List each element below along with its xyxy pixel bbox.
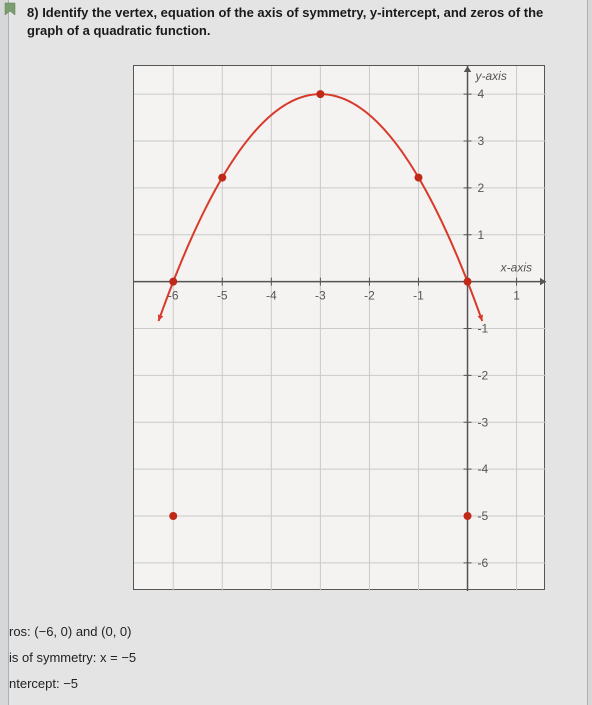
svg-text:2: 2: [478, 181, 485, 195]
svg-text:-5: -5: [217, 289, 228, 303]
svg-text:-4: -4: [478, 462, 489, 476]
question-number: 8): [27, 5, 39, 20]
bookmark-icon: [3, 2, 17, 16]
svg-text:-2: -2: [364, 289, 375, 303]
quadratic-graph: -6-5-4-3-2-11-6-5-4-3-2-11234x-axisy-axi…: [134, 66, 546, 591]
answer-zeros: ros: (−6, 0) and (0, 0): [9, 620, 136, 644]
svg-text:1: 1: [513, 289, 520, 303]
svg-text:1: 1: [478, 228, 485, 242]
svg-text:-2: -2: [478, 368, 489, 382]
svg-text:x-axis: x-axis: [500, 261, 532, 275]
page: 8) Identify the vertex, equation of the …: [8, 0, 588, 705]
svg-text:-3: -3: [315, 289, 326, 303]
svg-text:3: 3: [478, 134, 485, 148]
question-text: 8) Identify the vertex, equation of the …: [27, 4, 577, 40]
svg-text:y-axis: y-axis: [475, 69, 507, 83]
question-body: Identify the vertex, equation of the axi…: [27, 5, 543, 38]
svg-text:4: 4: [478, 87, 485, 101]
svg-text:-5: -5: [478, 509, 489, 523]
graph-panel: -6-5-4-3-2-11-6-5-4-3-2-11234x-axisy-axi…: [133, 65, 545, 590]
svg-text:-1: -1: [413, 289, 424, 303]
svg-text:-4: -4: [266, 289, 277, 303]
answer-axis-symmetry: is of symmetry: x = −5: [9, 646, 136, 670]
svg-text:-3: -3: [478, 415, 489, 429]
svg-text:-6: -6: [478, 556, 489, 570]
svg-text:-1: -1: [478, 322, 489, 336]
answer-options: ros: (−6, 0) and (0, 0) is of symmetry: …: [9, 620, 136, 698]
answer-intercept: ntercept: −5: [9, 672, 136, 696]
